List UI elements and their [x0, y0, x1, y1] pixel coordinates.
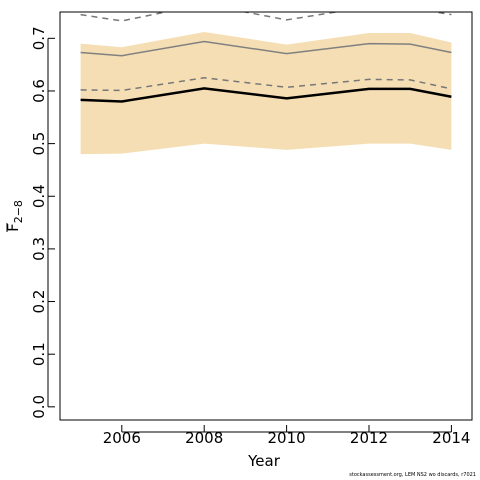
y-tick-label-0.2: 0.2: [30, 290, 48, 314]
y-tick-label-0.3: 0.3: [30, 237, 48, 261]
series-line-2: [80, 77, 452, 92]
x-tick-label-2008: 2008: [185, 429, 223, 447]
y-tick-label-0.7: 0.7: [30, 26, 48, 50]
y-axis-title-sub: 2−8: [12, 200, 25, 223]
series-line-3: [80, 40, 452, 57]
x-tick-label-2006: 2006: [103, 429, 141, 447]
plot-area: [80, 12, 452, 155]
x-tick-label-2014: 2014: [432, 429, 470, 447]
y-axis-title-main: F: [4, 223, 22, 232]
plot-frame: [59, 11, 473, 421]
y-tick-label-0.6: 0.6: [30, 79, 48, 103]
y-tick-label-0.1: 0.1: [30, 342, 48, 366]
series-line-4: [80, 12, 452, 22]
y-tick-label-0.5: 0.5: [30, 132, 48, 156]
confidence-band: [80, 32, 452, 155]
series-line-1: [80, 87, 452, 103]
y-tick-label-0.0: 0.0: [30, 395, 48, 419]
x-axis-title: Year: [247, 452, 281, 470]
y-axis-title: F2−8: [4, 200, 25, 232]
y-tick-label-0.4: 0.4: [30, 184, 48, 208]
svg-text:F2−8: F2−8: [4, 200, 25, 232]
x-tick-label-2012: 2012: [350, 429, 388, 447]
footer-credit: stockassessment.org, LEM NS2 wo discards…: [349, 472, 476, 478]
x-axis: 2006 2008 2010 2012 2014: [103, 425, 470, 447]
x-tick-label-2010: 2010: [268, 429, 306, 447]
y-axis: 0.0 0.1 0.2 0.3 0.4 0.5 0.6 0.7: [30, 26, 55, 419]
